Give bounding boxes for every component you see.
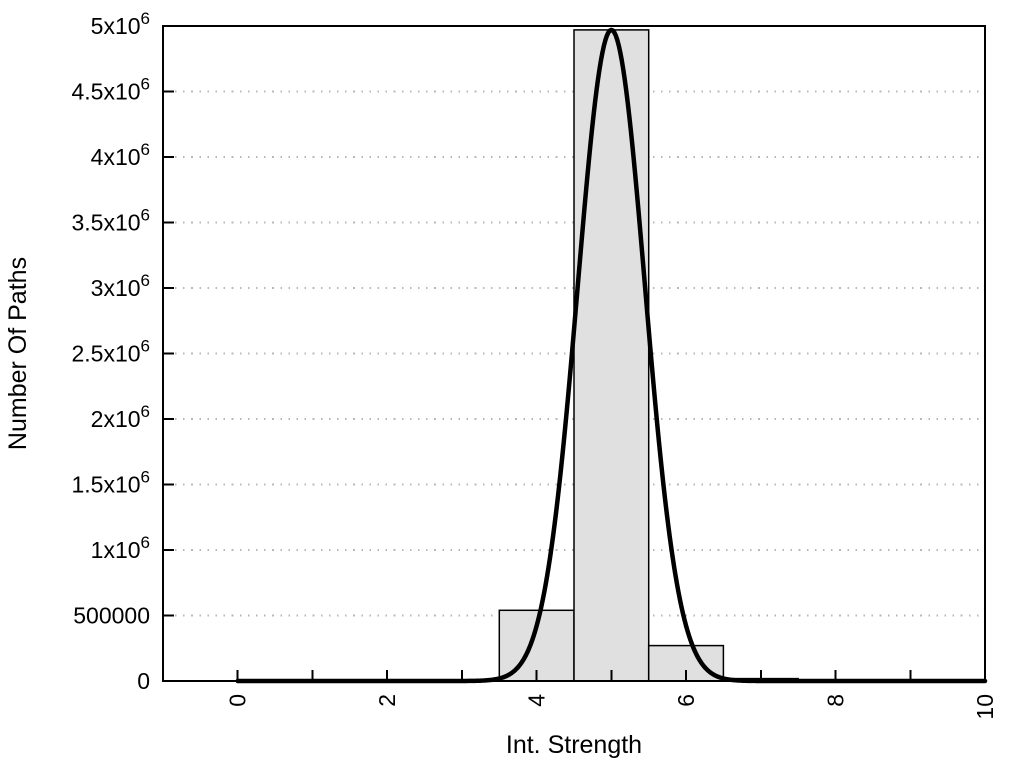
chart-render-layer: 0 500000 1x106 1.5x106 2x106 2.5x106 3x106 3.5x…: [71, 9, 998, 720]
y-tick-label: 4.5x106: [71, 75, 150, 105]
x-tick-label: 10: [972, 694, 998, 720]
y-tick-label: 1x106: [91, 533, 150, 563]
y-axis-title: Number Of Paths: [4, 257, 32, 450]
y-tick-label: 2x106: [91, 402, 150, 432]
y-tick-label: 4x106: [91, 140, 150, 170]
x-tick-label: 2: [374, 694, 400, 707]
histogram-bar: [573, 29, 650, 682]
x-tick-label: 0: [225, 694, 251, 707]
y-tick-label: 500000: [73, 603, 150, 629]
x-tick-label: 6: [673, 694, 699, 707]
x-tick-label: 4: [524, 694, 550, 707]
x-axis-title: Int. Strength: [506, 731, 642, 759]
y-tick-label: 3x106: [91, 271, 150, 301]
y-tick-label: 3.5x106: [71, 206, 150, 236]
x-tick-label: 8: [823, 694, 849, 707]
y-tick-label: 0: [137, 668, 150, 694]
y-tick-label: 5x106: [91, 9, 150, 39]
y-tick-label: 1.5x106: [71, 468, 150, 498]
y-tick-label: 2.5x106: [71, 337, 150, 367]
